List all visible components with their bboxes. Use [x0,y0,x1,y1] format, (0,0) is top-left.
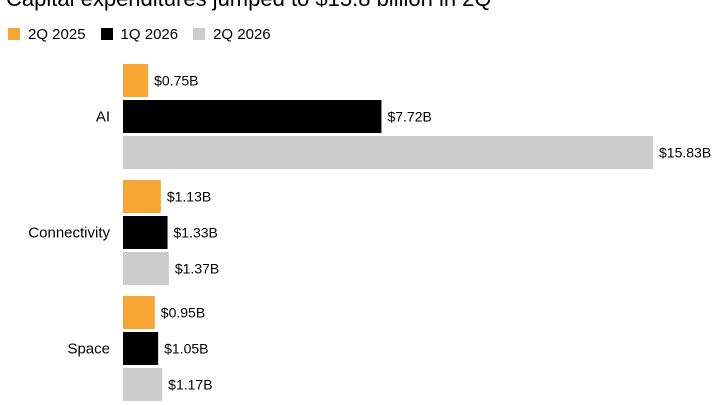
legend-label-1q-2026: 1Q 2026 [120,25,179,43]
bar-ai-2q-2025 [123,64,149,97]
legend-swatch-1q-2026 [100,28,113,40]
legend-label-2q-2026: 2Q 2026 [213,25,271,43]
legend-label-2q-2025: 2Q 2025 [28,25,86,43]
value-label-ai-2q-2025: $0.75B [154,73,198,89]
bar-ai-2q-2026 [123,136,653,169]
legend-swatch-2q-2026 [193,28,206,40]
bar-ai-1q-2026 [123,100,382,133]
bar-space-2q-2025 [123,296,155,329]
bar-space-2q-2026 [123,368,163,401]
value-label-ai-1q-2026: $7.72B [387,109,431,125]
value-label-connectivity-2q-2025: $1.13B [167,189,211,205]
category-label-space: Space [67,341,110,358]
value-label-space-1q-2026: $1.05B [164,341,208,357]
legend-item-1q-2026: 1Q 2026 [100,25,179,43]
value-label-space-2q-2025: $0.95B [161,305,205,321]
legend-item-2q-2026: 2Q 2026 [193,26,271,43]
chart-title: Capital expenditures jumped to $15.8 bil… [6,0,492,12]
value-label-connectivity-2q-2026: $1.37B [175,261,219,277]
legend-item-2q-2025: 2Q 2025 [8,26,86,43]
category-label-connectivity: Connectivity [28,225,110,242]
chart-legend: 2Q 2025 1Q 2026 2Q 2026 [8,24,286,44]
value-label-space-2q-2026: $1.17B [168,377,212,393]
category-label-ai: AI [96,109,110,126]
bar-space-1q-2026 [123,332,159,365]
value-label-ai-2q-2026: $15.83B [659,145,711,161]
value-label-connectivity-1q-2026: $1.33B [174,225,218,241]
legend-swatch-2q-2025 [8,28,20,40]
bar-connectivity-1q-2026 [123,216,168,249]
bar-connectivity-2q-2025 [123,180,161,213]
bar-connectivity-2q-2026 [123,252,169,285]
